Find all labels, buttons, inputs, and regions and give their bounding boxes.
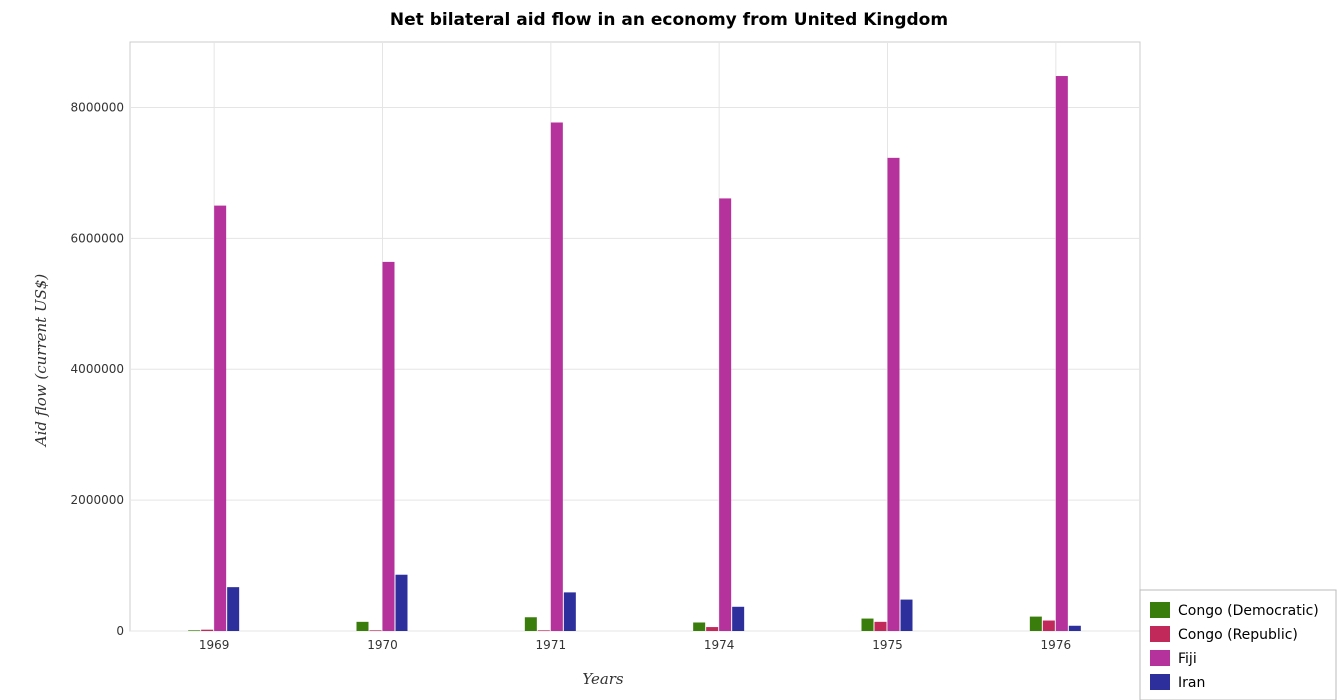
bar-fiji-1970 xyxy=(382,261,395,631)
bar-fiji-1976 xyxy=(1055,76,1068,631)
bar-iran-1974 xyxy=(732,606,745,631)
bar-congo-republic-1969 xyxy=(201,629,214,631)
x-tick-label: 1969 xyxy=(199,638,230,652)
bar-congo-republic-1976 xyxy=(1042,620,1055,631)
bar-congo-democratic-1975 xyxy=(861,618,874,631)
legend-label: Iran xyxy=(1178,675,1205,691)
axes: 0 2000000 4000000 6000000 8000000 1969 1970 197… xyxy=(71,100,1072,652)
y-tick-label: 0 xyxy=(116,624,124,638)
bar-iran-1969 xyxy=(227,587,240,631)
bar-iran-1976 xyxy=(1068,625,1081,631)
y-tick-label: 6000000 xyxy=(71,231,124,245)
bar-fiji-1975 xyxy=(887,157,900,631)
bar-iran-1975 xyxy=(900,599,913,631)
legend-swatch xyxy=(1150,626,1170,642)
legend-swatch xyxy=(1150,602,1170,618)
bar-congo-republic-1971 xyxy=(537,630,550,631)
y-tick-label: 8000000 xyxy=(71,100,124,114)
bar-iran-1970 xyxy=(395,574,408,631)
legend-swatch xyxy=(1150,674,1170,690)
bar-congo-democratic-1976 xyxy=(1029,616,1042,631)
legend-box xyxy=(1139,589,1337,700)
legend-label: Fiji xyxy=(1178,651,1197,667)
bar-fiji-1974 xyxy=(719,198,732,631)
y-axis-label: Aid flow (current US$) xyxy=(32,274,50,449)
bar-congo-democratic-1969 xyxy=(188,630,201,631)
bar-congo-republic-1974 xyxy=(706,627,719,631)
bar-congo-democratic-1971 xyxy=(524,617,537,631)
bar-fiji-1971 xyxy=(550,122,563,631)
x-axis-label: Years xyxy=(582,670,624,688)
legend-label: Congo (Democratic) xyxy=(1178,603,1319,619)
bar-congo-republic-1970 xyxy=(369,630,382,631)
bar-congo-republic-1975 xyxy=(874,621,887,631)
x-tick-label: 1971 xyxy=(536,638,567,652)
x-tick-label: 1974 xyxy=(704,638,735,652)
y-tick-label: 4000000 xyxy=(71,362,124,376)
legend-swatch xyxy=(1150,650,1170,666)
legend: Congo (Democratic) Congo (Republic) Fiji Ir… xyxy=(1139,589,1337,700)
chart-title: Net bilateral aid flow in an economy fro… xyxy=(390,10,948,30)
x-tick-label: 1975 xyxy=(872,638,903,652)
bar-congo-democratic-1974 xyxy=(693,622,706,631)
bar-fiji-1969 xyxy=(214,205,227,631)
gridlines xyxy=(129,41,1141,632)
x-tick-label: 1976 xyxy=(1041,638,1072,652)
bar-congo-democratic-1970 xyxy=(356,621,369,631)
bars xyxy=(188,76,1081,631)
legend-label: Congo (Republic) xyxy=(1178,627,1298,643)
y-tick-label: 2000000 xyxy=(71,493,124,507)
x-tick-label: 1970 xyxy=(367,638,398,652)
plot-area xyxy=(129,41,1141,632)
bar-iran-1971 xyxy=(563,592,576,631)
